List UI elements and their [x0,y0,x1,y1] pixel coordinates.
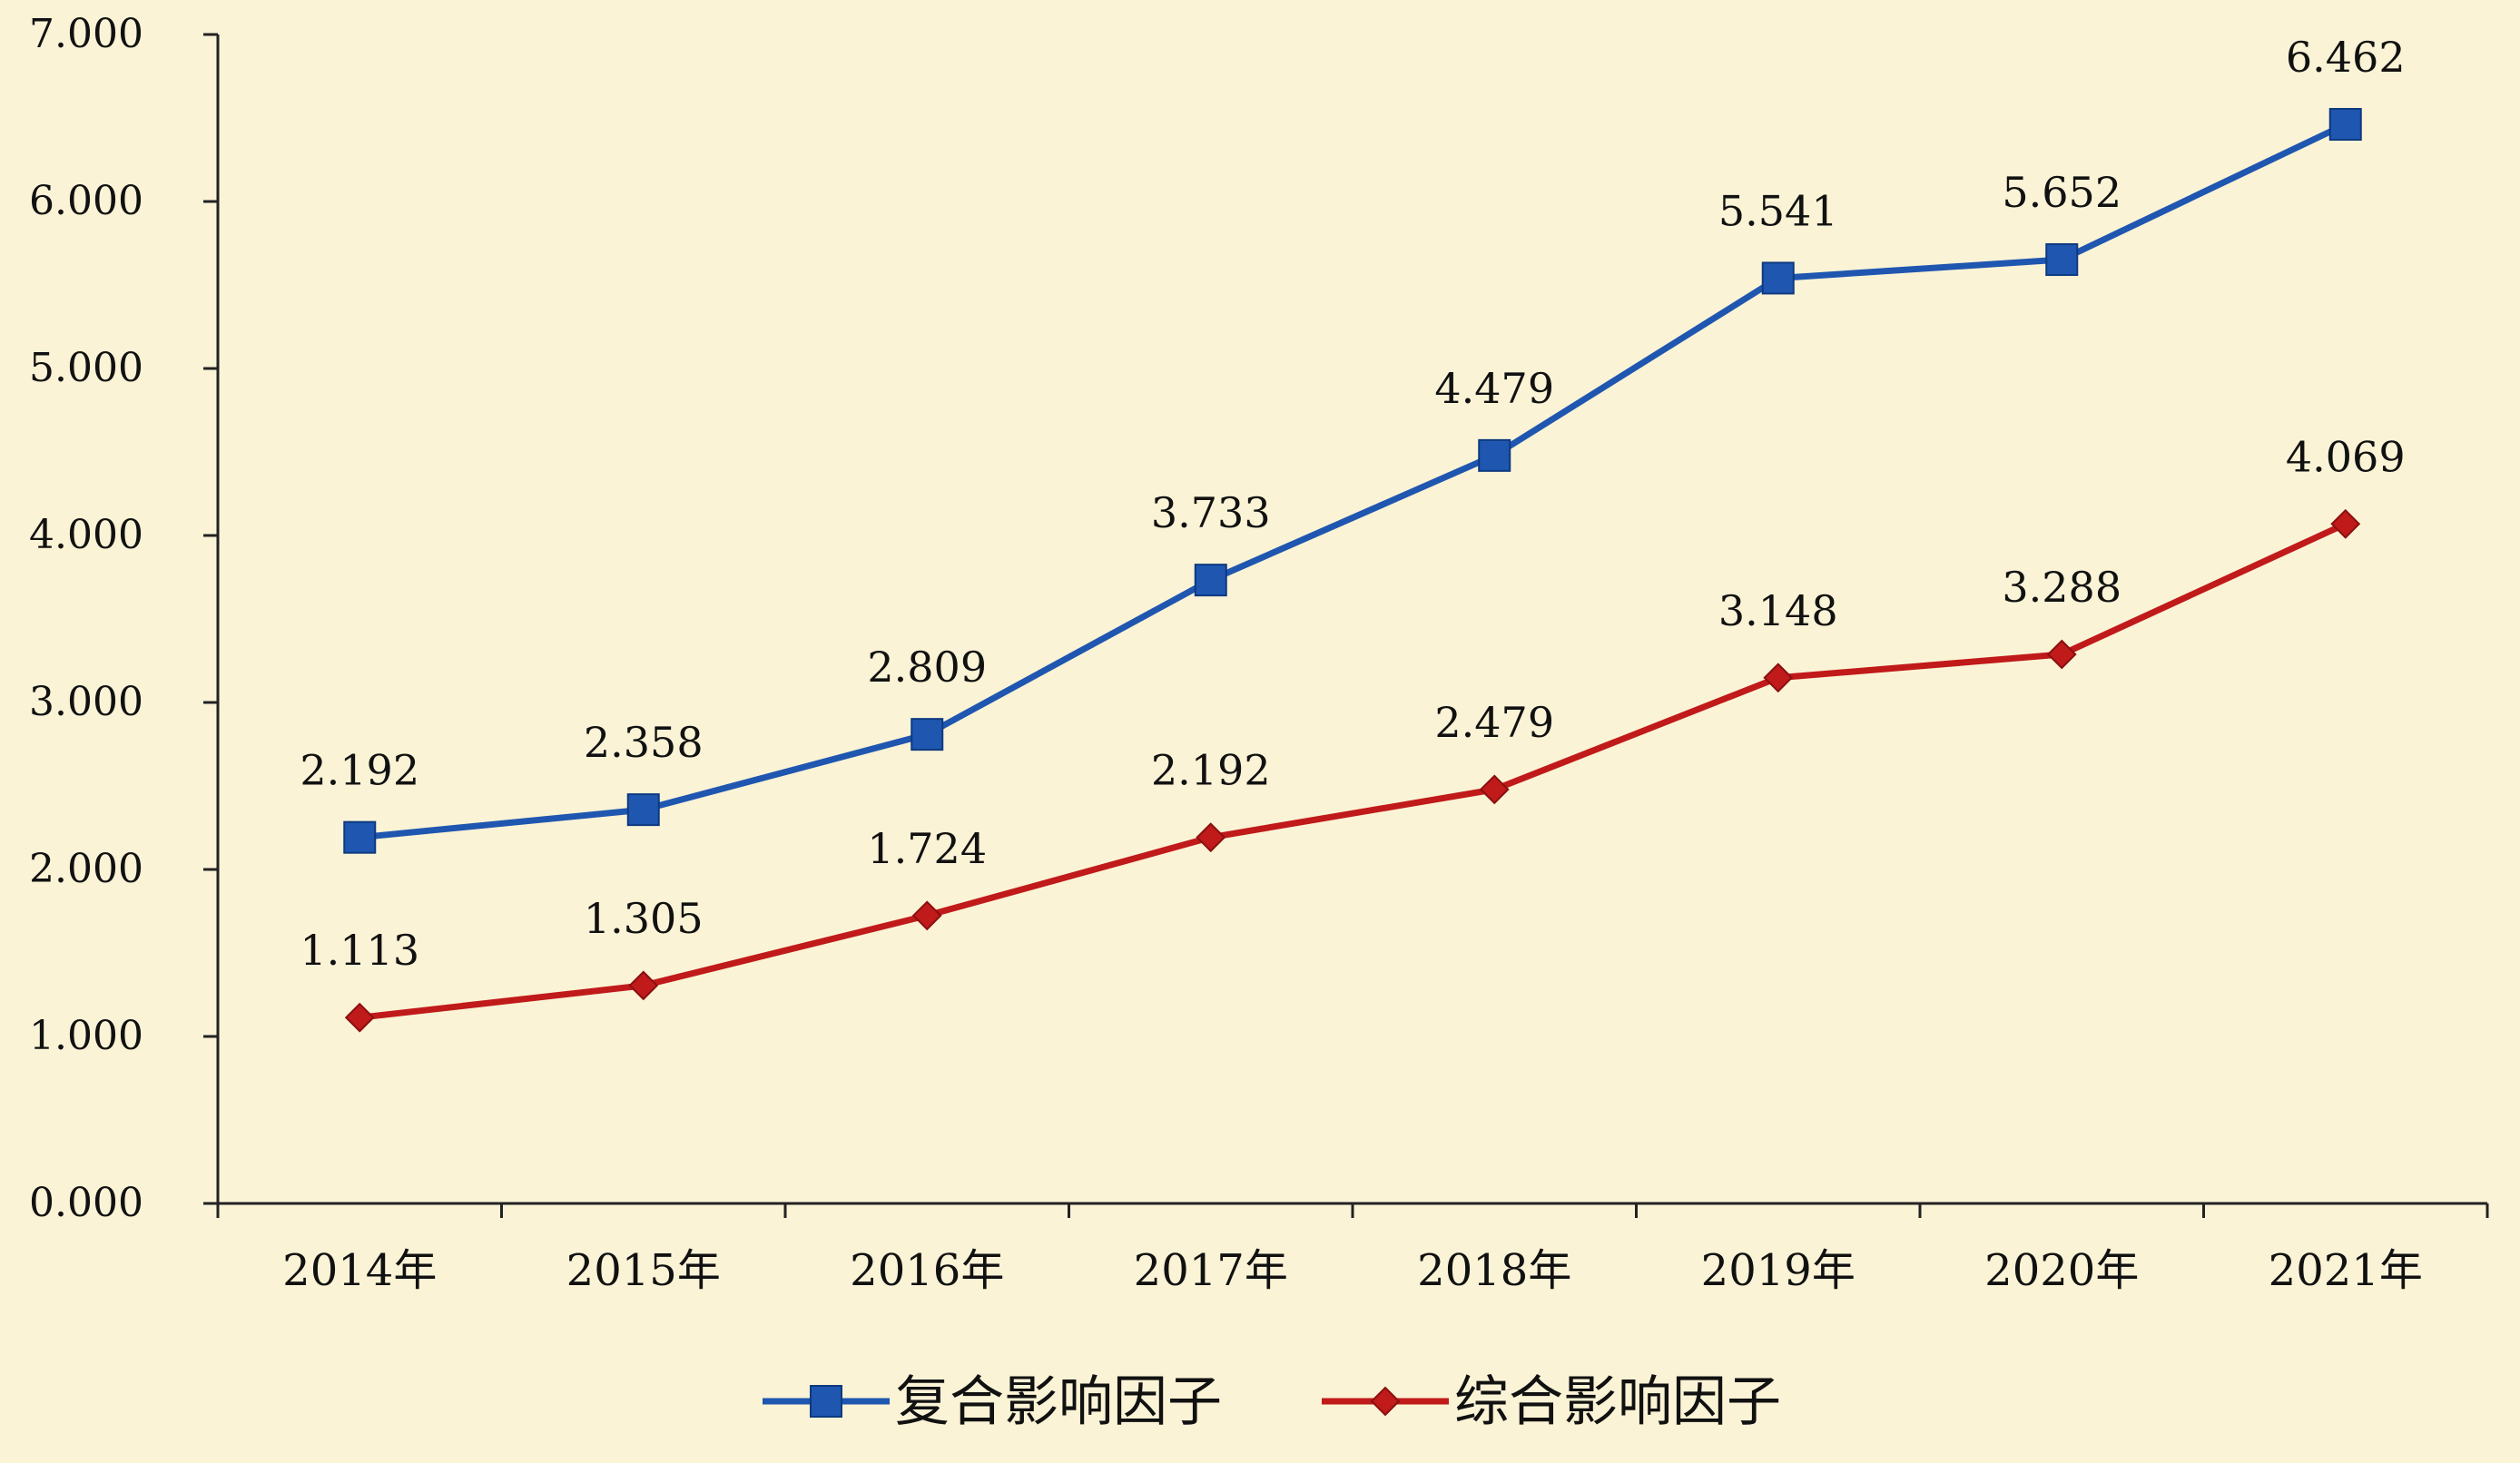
data-point-square [2045,243,2079,277]
data-point-diamond [344,1002,375,1033]
y-tick-label: 1.000 [29,1013,143,1059]
data-label: 2.192 [1151,746,1271,795]
x-tick-label: 2017年 [1134,1245,1288,1296]
data-label: 6.462 [2286,33,2406,82]
data-point-diamond [1763,663,1794,693]
y-tick-label: 7.000 [29,11,143,57]
data-label: 4.479 [1434,364,1554,413]
series-layer [343,107,2362,1033]
legend-marker-square [810,1385,842,1418]
legend-label: 综合影响因子 [1454,1370,1781,1434]
x-tick-label: 2019年 [1701,1245,1856,1296]
legend: 复合影响因子 综合影响因子 [763,1370,1781,1434]
series-line-0 [359,121,2348,841]
x-tick-label: 2014年 [282,1245,437,1296]
y-tick-label: 2.000 [29,846,143,892]
data-point-square [1761,261,1795,295]
data-point-diamond [1196,822,1226,853]
data-point-diamond [2046,639,2077,670]
data-label: 2.809 [867,643,987,692]
data-point-diamond [1479,774,1510,805]
data-label: 5.541 [1718,186,1838,235]
data-label: 2.479 [1434,698,1554,747]
y-tick-label: 3.000 [29,679,143,725]
x-tick-label: 2021年 [2269,1245,2423,1296]
data-label: 5.652 [2002,168,2121,217]
axes: 0.000 1.000 2.000 3.000 4.000 5.000 6.000 7.000… [29,11,2489,1296]
data-point-square [1478,438,1511,472]
legend-marker-diamond [1370,1386,1401,1417]
data-label: 1.305 [584,894,704,943]
data-label: 2.358 [584,718,704,767]
data-point-diamond [628,970,659,1001]
data-label: 1.724 [867,824,987,873]
data-label: 4.069 [2286,432,2406,481]
legend-label: 复合影响因子 [895,1370,1222,1434]
data-point-square [343,820,377,854]
data-label: 3.288 [2002,563,2121,612]
y-tick-label: 4.000 [29,512,143,558]
data-point-square [626,793,660,827]
data-point-square [911,718,944,751]
x-tick-label: 2018年 [1417,1245,1571,1296]
data-point-square [2328,107,2362,141]
series-line-1 [359,521,2348,1021]
data-point-diamond [2330,508,2361,539]
x-tick-label: 2016年 [850,1245,1004,1296]
y-tick-label: 5.000 [29,345,143,391]
data-point-square [1194,564,1227,597]
data-label: 2.192 [300,746,419,795]
data-labels-layer: 2.192 2.358 2.809 3.733 4.479 5.541 5.652 6.462… [300,33,2405,975]
x-tick-label: 2015年 [566,1245,721,1296]
x-tick-label: 2020年 [1984,1245,2139,1296]
data-label: 1.113 [300,926,419,975]
data-label: 3.733 [1151,488,1271,537]
y-tick-label: 6.000 [29,178,143,224]
y-tick-label: 0.000 [29,1180,143,1226]
data-point-diamond [911,900,942,931]
data-label: 3.148 [1718,586,1838,635]
